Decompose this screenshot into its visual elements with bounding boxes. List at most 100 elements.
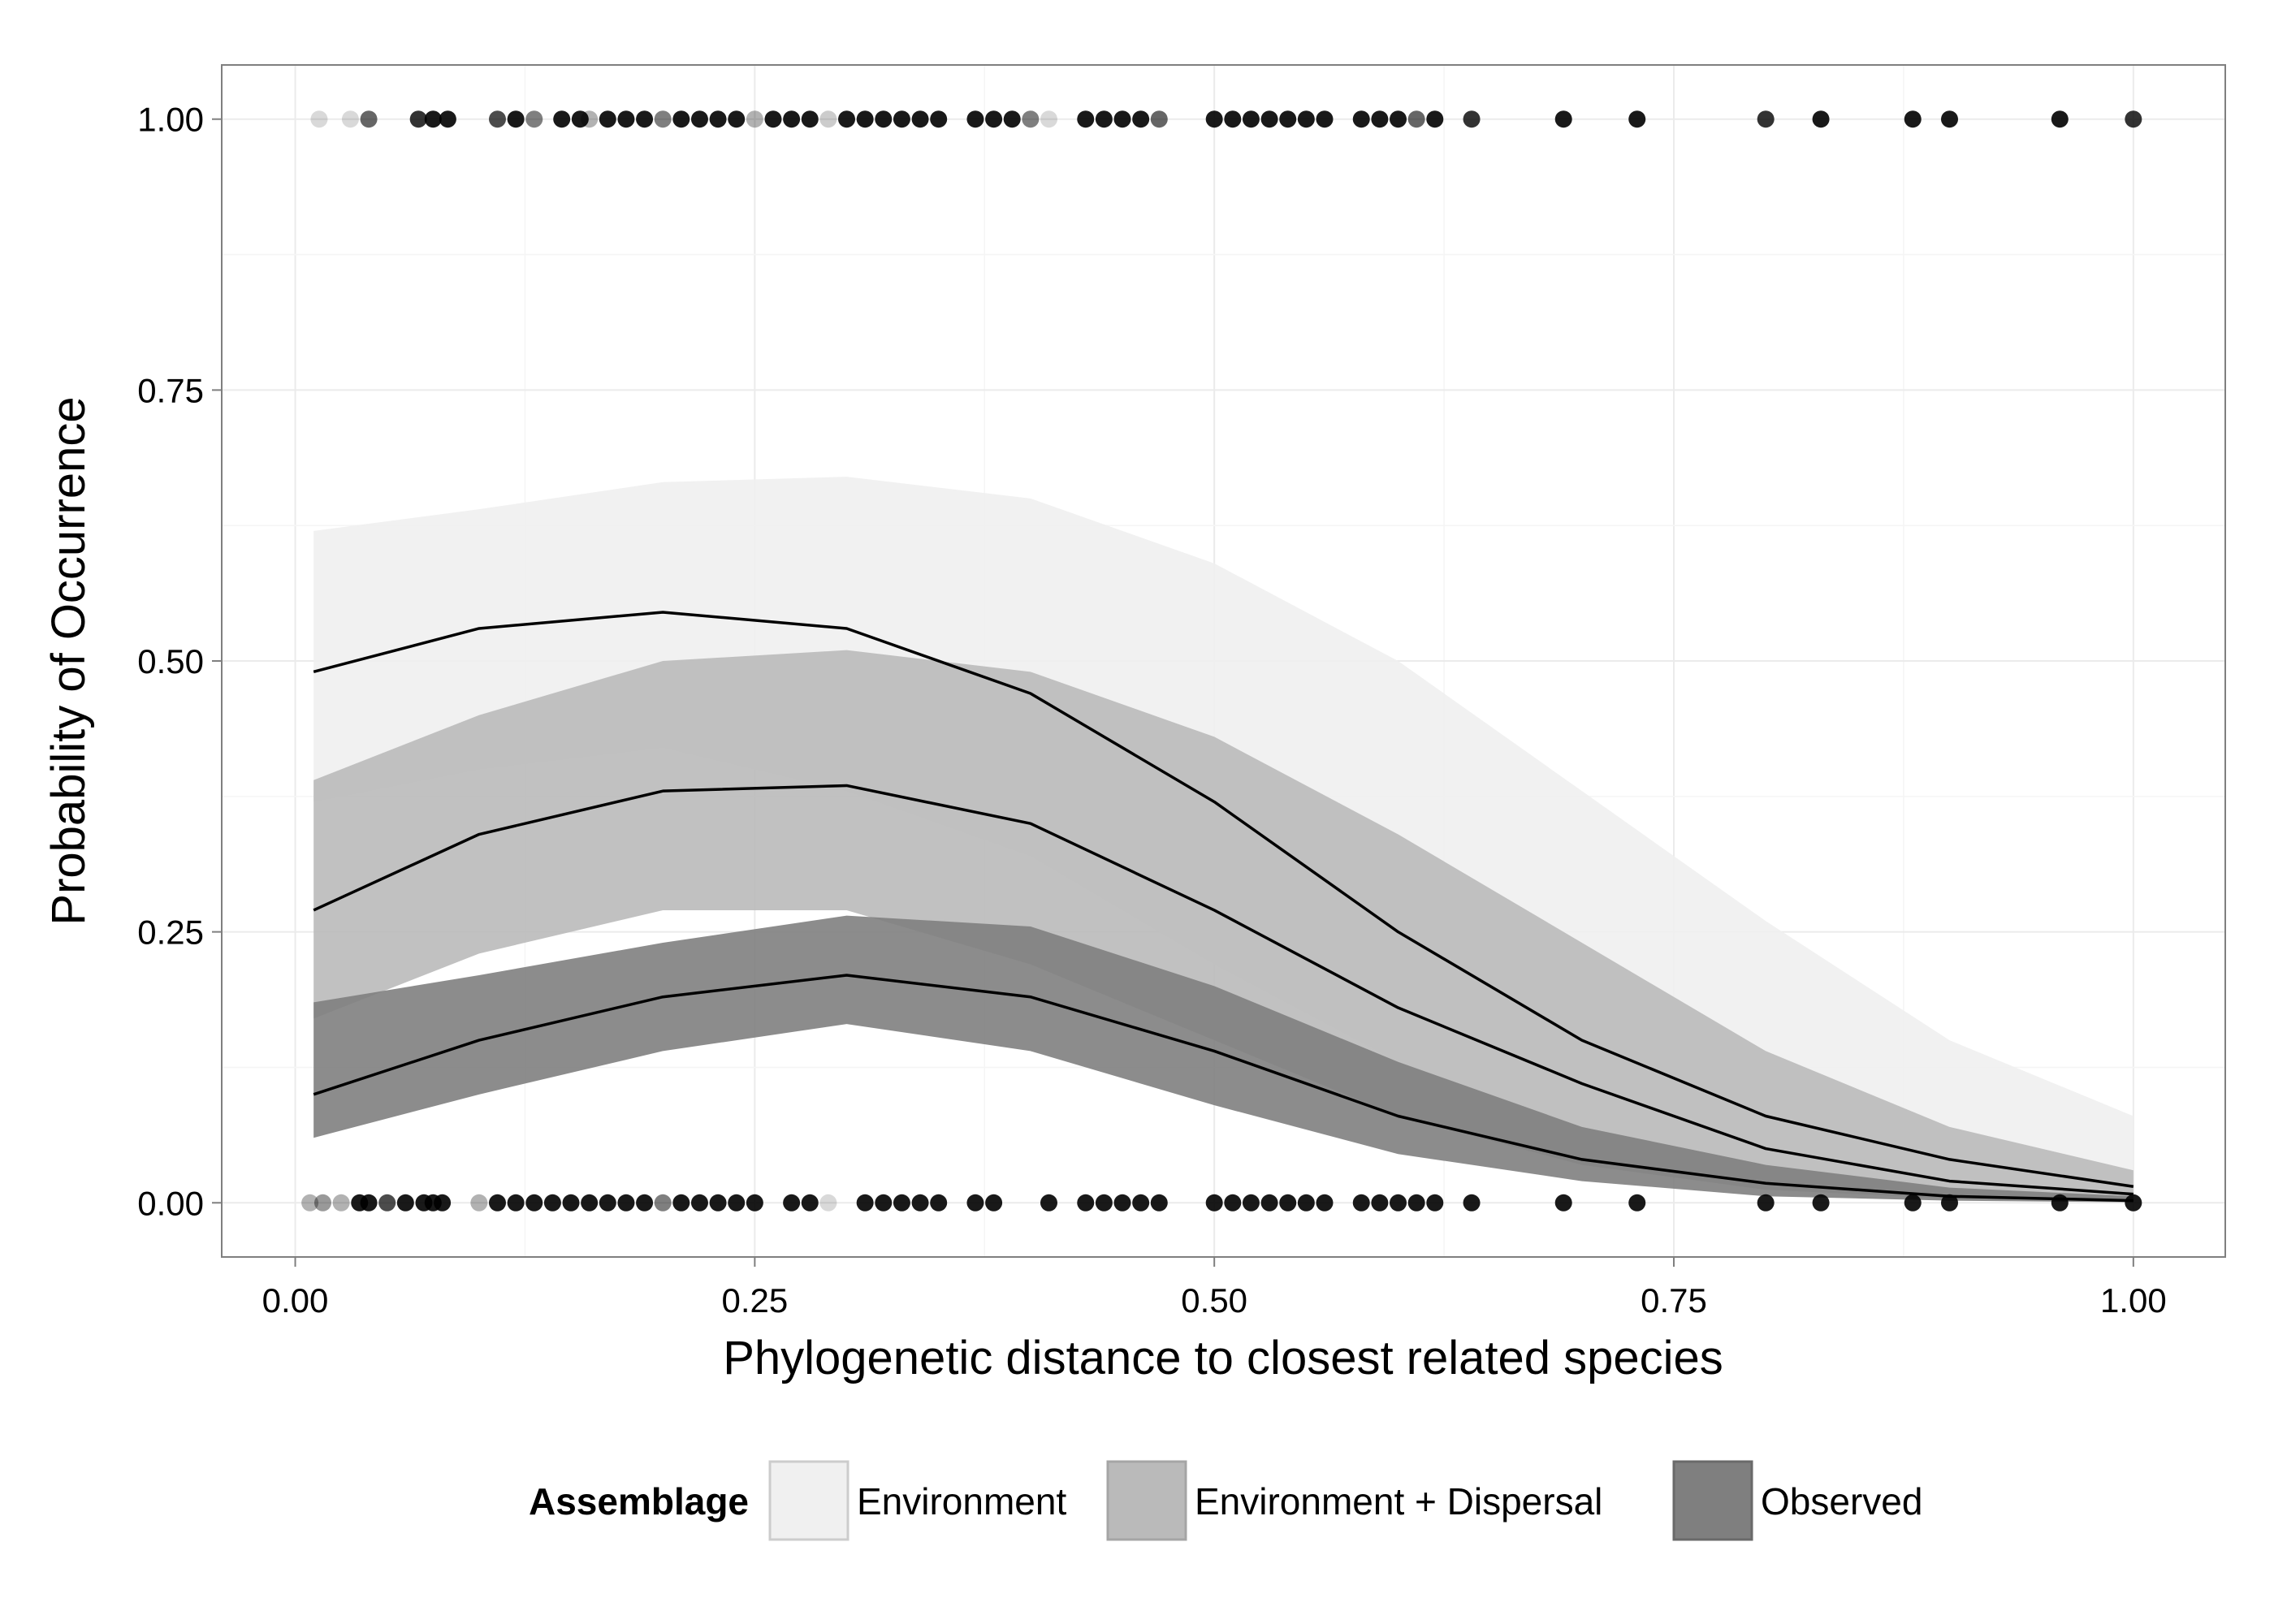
legend-label-environment-dispersal: Environment + Dispersal	[1195, 1480, 1602, 1522]
absence-point	[301, 1194, 319, 1212]
y-tick-label: 0.00	[137, 1184, 204, 1222]
presence-point	[783, 110, 801, 128]
absence-point	[966, 1194, 984, 1212]
legend-key-environment-dispersal	[1106, 1460, 1187, 1541]
presence-point	[1132, 110, 1150, 128]
absence-point	[488, 1194, 506, 1212]
presence-point	[1426, 110, 1444, 128]
absence-point	[819, 1194, 837, 1212]
absence-point	[470, 1194, 488, 1212]
absence-point	[617, 1194, 635, 1212]
ribbon-observed	[313, 915, 2133, 1203]
presence-point	[1371, 110, 1389, 128]
presence-point	[672, 110, 690, 128]
absence-point	[875, 1194, 893, 1212]
presence-point	[1224, 110, 1242, 128]
absence-point	[2125, 1194, 2142, 1212]
absence-point	[434, 1194, 452, 1212]
presence-point	[439, 110, 456, 128]
x-tick-label: 0.50	[1181, 1281, 1247, 1320]
presence-point	[856, 110, 874, 128]
presence-point	[838, 110, 856, 128]
absence-point	[893, 1194, 910, 1212]
absence-point	[1463, 1194, 1481, 1212]
presence-point	[746, 110, 763, 128]
y-tick-label: 0.75	[137, 371, 204, 409]
presence-point	[553, 110, 571, 128]
presence-point	[1757, 110, 1775, 128]
presence-point	[1003, 110, 1021, 128]
presence-point	[1022, 110, 1040, 128]
presence-point	[1628, 110, 1646, 128]
absence-point	[911, 1194, 929, 1212]
absence-point	[1279, 1194, 1297, 1212]
presence-point	[764, 110, 782, 128]
presence-point	[1205, 110, 1223, 128]
presence-point	[1095, 110, 1113, 128]
absence-point	[672, 1194, 690, 1212]
presence-point	[2125, 110, 2142, 128]
presence-point	[1812, 110, 1830, 128]
presence-point	[1077, 110, 1095, 128]
x-tick-label: 0.75	[1641, 1281, 1707, 1320]
y-tick-label: 1.00	[137, 101, 204, 139]
absence-point	[1941, 1194, 1959, 1212]
absence-point	[1242, 1194, 1260, 1212]
legend: Assemblage Environment Environment + Dis…	[529, 1460, 1922, 1541]
presence-point	[525, 110, 543, 128]
absence-point	[1260, 1194, 1278, 1212]
absence-point	[1352, 1194, 1370, 1212]
presence-point	[930, 110, 948, 128]
presence-point	[801, 110, 819, 128]
absence-point	[930, 1194, 948, 1212]
presence-point	[966, 110, 984, 128]
presence-point	[581, 110, 599, 128]
presence-point	[571, 110, 589, 128]
absence-point	[801, 1194, 819, 1212]
legend-label-environment: Environment	[857, 1480, 1066, 1522]
presence-point	[985, 110, 1003, 128]
absence-point	[1150, 1194, 1168, 1212]
absence-point	[746, 1194, 763, 1212]
absence-point	[1554, 1194, 1572, 1212]
presence-point	[1904, 110, 1922, 128]
presence-point	[1941, 110, 1959, 128]
absence-point	[1113, 1194, 1131, 1212]
y-axis: 0.00 0.25 0.50 0.75 1.00	[137, 101, 222, 1222]
absence-point	[709, 1194, 727, 1212]
presence-point	[1113, 110, 1131, 128]
presence-point	[1040, 110, 1057, 128]
absence-point	[856, 1194, 874, 1212]
absence-point	[1904, 1194, 1922, 1212]
absence-point	[1628, 1194, 1646, 1212]
absence-point	[1407, 1194, 1425, 1212]
absence-point	[728, 1194, 746, 1212]
y-tick-label: 0.50	[137, 642, 204, 680]
absence-point	[332, 1194, 350, 1212]
fit-line-environment-dispersal	[313, 784, 2133, 1196]
absence-point	[525, 1194, 543, 1212]
presence-point	[911, 110, 929, 128]
x-tick-label: 1.00	[2100, 1281, 2167, 1320]
absence-point	[1095, 1194, 1113, 1212]
presence-point	[1352, 110, 1370, 128]
absence-point	[378, 1194, 396, 1212]
absence-point	[636, 1194, 654, 1212]
presence-point	[875, 110, 893, 128]
x-axis-title: Phylogenetic distance to closest related…	[723, 1332, 1723, 1384]
absence-point	[562, 1194, 580, 1212]
presence-point	[654, 110, 672, 128]
legend-key-observed	[1672, 1460, 1753, 1541]
presence-point	[360, 110, 378, 128]
presence-point	[424, 110, 442, 128]
absence-point	[654, 1194, 672, 1212]
presence-point	[1260, 110, 1278, 128]
legend-key-environment	[768, 1460, 850, 1541]
absence-point	[313, 1194, 331, 1212]
presence-point	[1242, 110, 1260, 128]
absence-point	[783, 1194, 801, 1212]
presence-point	[1554, 110, 1572, 128]
x-axis: 0.00 0.25 0.50 0.75 1.00	[262, 1257, 2167, 1320]
absence-point	[1316, 1194, 1334, 1212]
presence-point	[2051, 110, 2069, 128]
